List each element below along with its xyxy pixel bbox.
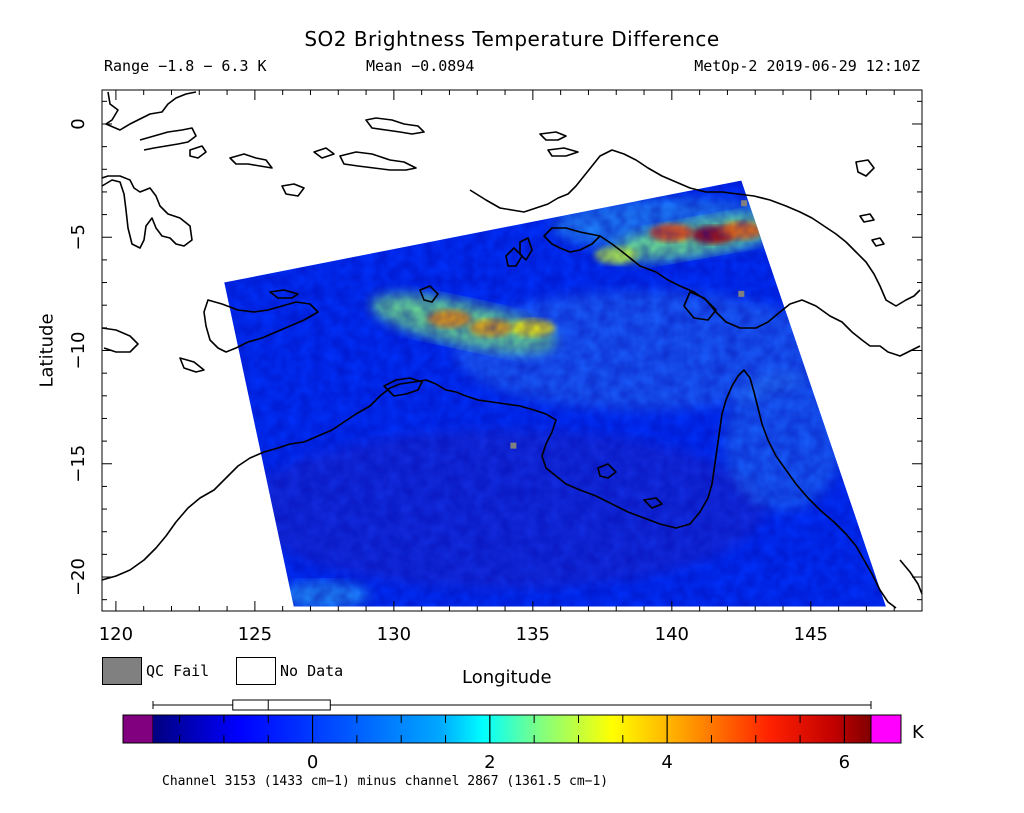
chart-title: SO2 Brightness Temperature Difference bbox=[304, 27, 720, 51]
satellite-timestamp: MetOp-2 2019-06-29 12:10Z bbox=[694, 57, 920, 75]
qc-fail-pixel bbox=[738, 290, 745, 297]
coastline-wetar bbox=[269, 289, 299, 299]
range-readout: Range −1.8 − 6.3 K bbox=[104, 57, 267, 75]
qc-fail-swatch bbox=[102, 657, 142, 685]
so2-swath bbox=[224, 180, 886, 607]
coastline-ambon bbox=[313, 147, 335, 159]
x-tick-label: 120 bbox=[99, 624, 133, 645]
qc-fail-pixel bbox=[741, 200, 748, 207]
y-axis-ticks bbox=[102, 100, 922, 601]
y-axis-tick-labels: 0 −5 −10 −15 −20 bbox=[68, 118, 89, 596]
y-tick-label: −10 bbox=[68, 332, 89, 370]
coastlines bbox=[102, 91, 922, 609]
coastline-nb bbox=[855, 159, 875, 177]
x-axis-label: Longitude bbox=[462, 667, 552, 688]
x-tick-label: 135 bbox=[516, 624, 550, 645]
coastline-groote bbox=[597, 463, 617, 479]
y-tick-label: −15 bbox=[68, 445, 89, 483]
coastline-new-guinea-south bbox=[599, 235, 921, 357]
coastline-island-b bbox=[539, 131, 567, 141]
y-tick-label: −5 bbox=[68, 224, 89, 251]
coastline-island-c bbox=[547, 147, 579, 157]
coastline-new-guinea bbox=[469, 149, 921, 307]
coastline-sumba bbox=[179, 357, 205, 373]
coastline-flores bbox=[102, 327, 139, 353]
coastline-halmahera bbox=[365, 117, 425, 135]
coastline-qld-east bbox=[899, 559, 922, 595]
coastline-bird-head bbox=[543, 227, 601, 253]
coastline-kai-b bbox=[519, 237, 533, 261]
y-tick-label: 0 bbox=[68, 118, 89, 129]
x-tick-label: 125 bbox=[238, 624, 272, 645]
coastline-sulawesi-arm bbox=[139, 127, 197, 151]
colorbar-tick-label: 0 bbox=[307, 752, 318, 773]
qc-fail-label: QC Fail bbox=[146, 662, 210, 680]
colorbar-frame bbox=[122, 714, 902, 744]
colorbar-tick-labels: 0 2 4 6 bbox=[307, 752, 850, 773]
coastline-melville bbox=[383, 377, 423, 397]
coastline-kai bbox=[505, 247, 523, 267]
colorbar-gradient bbox=[153, 715, 871, 743]
coastline-island-a bbox=[281, 183, 305, 197]
colorbar-tick-label: 4 bbox=[661, 752, 672, 773]
x-tick-label: 130 bbox=[377, 624, 411, 645]
distribution-boxplot bbox=[152, 699, 872, 711]
coastline-sulawesi-south bbox=[102, 175, 193, 249]
coastline-timor bbox=[203, 299, 319, 353]
coastline-tanimbar bbox=[419, 285, 439, 303]
x-axis-ticks bbox=[115, 90, 895, 611]
colorbar bbox=[122, 714, 902, 744]
no-data-label: No Data bbox=[280, 662, 344, 680]
channel-footnote: Channel 3153 (1433 cm−1) minus channel 2… bbox=[162, 774, 609, 789]
colorbar-tick-label: 6 bbox=[839, 752, 850, 773]
coastline-buru bbox=[229, 153, 273, 169]
colorbar-ticks bbox=[179, 715, 845, 743]
colorbar-under bbox=[122, 714, 154, 744]
coastline-mornington bbox=[643, 497, 663, 509]
qc-fail-pixel bbox=[510, 442, 517, 449]
coastline-seram bbox=[339, 151, 417, 171]
coastline-misc-1 bbox=[871, 237, 885, 247]
coastline-sulawesi bbox=[105, 91, 197, 131]
colorbar-unit: K bbox=[912, 722, 925, 743]
boxplot-box bbox=[232, 699, 331, 711]
x-tick-label: 145 bbox=[794, 624, 828, 645]
coastline-misc-2 bbox=[859, 213, 875, 223]
colorbar-over bbox=[870, 714, 902, 744]
coastline-sulawesi-tip bbox=[189, 145, 207, 159]
coastline-aru bbox=[683, 291, 717, 321]
x-tick-label: 140 bbox=[655, 624, 689, 645]
no-data-swatch bbox=[236, 657, 276, 685]
coastline-australia-nw bbox=[102, 369, 897, 609]
y-tick-label: −20 bbox=[68, 558, 89, 596]
x-axis-tick-labels: 120 125 130 135 140 145 bbox=[99, 624, 828, 645]
colorbar-tick-label: 2 bbox=[484, 752, 495, 773]
mean-readout: Mean −0.0894 bbox=[366, 57, 475, 75]
y-axis-label: Latitude bbox=[36, 313, 58, 388]
